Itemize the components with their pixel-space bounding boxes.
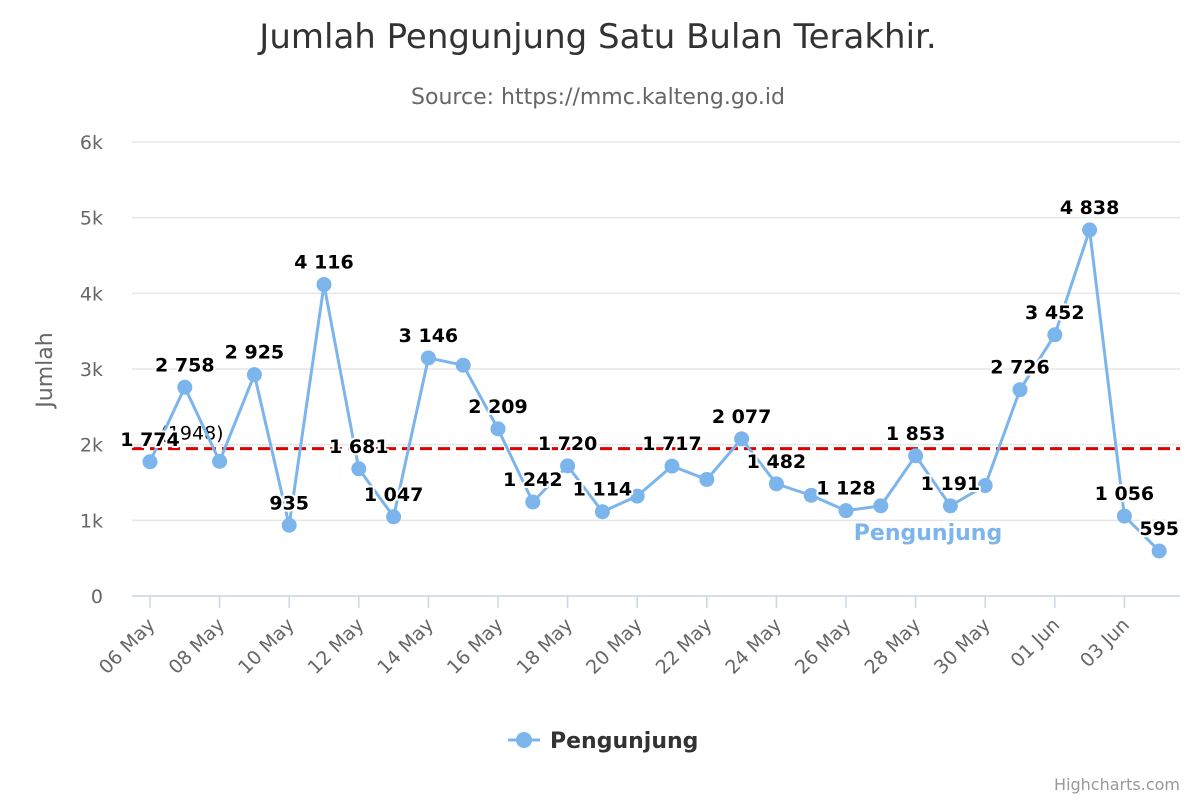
data-point — [177, 379, 193, 395]
legend-marker-icon — [516, 732, 532, 748]
y-axis-tick-labels: 0 1k 2k 3k 4k 5k 6k — [80, 132, 103, 608]
data-point — [455, 357, 471, 373]
chart-subtitle: Source: https://mmc.kalteng.go.id — [411, 85, 785, 110]
x-tick-label: 30 May — [930, 614, 995, 679]
x-tick-label: 08 May — [164, 614, 229, 679]
y-tick-label: 5k — [80, 208, 103, 230]
data-point — [1116, 508, 1132, 524]
series-pengunjung[interactable] — [142, 222, 1167, 559]
x-tick-label: 12 May — [304, 614, 369, 679]
data-label: 3 146 — [399, 325, 459, 347]
data-label: 1 681 — [329, 436, 389, 458]
data-label: 1 774 — [120, 429, 180, 451]
x-tick-label: 22 May — [652, 614, 717, 679]
data-label: 4 116 — [294, 252, 354, 274]
data-point — [281, 517, 297, 533]
data-label: 1 191 — [921, 473, 981, 495]
data-point — [351, 461, 367, 477]
x-tick-label: 14 May — [373, 614, 438, 679]
data-label: 2 209 — [468, 396, 528, 418]
y-axis-title: Jumlah — [33, 332, 58, 409]
data-point — [316, 277, 332, 293]
x-tick-label: 16 May — [443, 614, 508, 679]
data-point — [768, 476, 784, 492]
legend[interactable]: Pengunjung — [508, 729, 698, 754]
x-tick-label: 24 May — [721, 614, 786, 679]
data-point — [246, 367, 262, 383]
data-point — [908, 448, 924, 464]
data-label: 595 — [1139, 518, 1179, 540]
data-point — [699, 471, 715, 487]
data-point — [420, 350, 436, 366]
data-point — [560, 458, 576, 474]
data-label: 2 077 — [712, 406, 772, 428]
y-tick-label: 4k — [80, 283, 103, 305]
data-label: 1 853 — [886, 423, 946, 445]
grid-lines — [132, 141, 1180, 597]
x-tick-label: 26 May — [791, 614, 856, 679]
y-tick-label: 6k — [80, 132, 103, 154]
data-label: 2 925 — [225, 342, 285, 364]
data-label: 1 128 — [816, 478, 876, 500]
series-inline-label: Pengunjung — [854, 521, 1002, 546]
data-point — [803, 487, 819, 503]
data-labels: 1 774 2 758 2 925 935 4 116 1 681 1 047 3 146 2 … — [118, 195, 1181, 542]
data-label: 1 720 — [538, 433, 598, 455]
data-point — [1151, 543, 1167, 559]
data-point — [1047, 327, 1063, 343]
series-line — [148, 228, 1161, 553]
data-point — [734, 431, 750, 447]
data-point — [977, 478, 993, 494]
data-point — [386, 509, 402, 525]
data-label: 4 838 — [1060, 197, 1120, 219]
data-point — [942, 498, 958, 514]
legend-item-pengunjung[interactable]: Pengunjung — [550, 729, 698, 754]
data-point — [1082, 222, 1098, 238]
data-point — [838, 503, 854, 519]
y-tick-label: 2k — [80, 435, 103, 457]
data-point — [525, 494, 541, 510]
y-tick-label: 0 — [91, 586, 103, 608]
x-tick-label: 01 Jun — [1006, 614, 1064, 672]
x-tick-label: 06 May — [95, 614, 160, 679]
data-point — [490, 421, 506, 437]
x-tick-label: 10 May — [234, 614, 299, 679]
credits-link[interactable]: Highcharts.com — [1054, 775, 1180, 794]
data-point — [629, 488, 645, 504]
data-label: 3 452 — [1025, 302, 1085, 324]
y-tick-label: 1k — [80, 510, 103, 532]
x-tick-label: 28 May — [860, 614, 925, 679]
data-label: 1 242 — [503, 469, 563, 491]
y-tick-label: 3k — [80, 359, 103, 381]
x-axis: 06 May 08 May 10 May 12 May 14 May 16 May 18 M… — [95, 595, 1180, 679]
data-label: 1 717 — [642, 433, 702, 455]
data-point — [142, 454, 158, 470]
data-point — [1012, 382, 1028, 398]
data-point — [594, 504, 610, 520]
x-tick-label: 18 May — [512, 614, 577, 679]
data-label: 1 056 — [1095, 483, 1155, 505]
data-label: 935 — [269, 492, 309, 514]
data-label: 1 482 — [747, 451, 807, 473]
data-label: 2 758 — [155, 354, 215, 376]
data-point — [873, 498, 889, 514]
data-point — [212, 453, 228, 469]
data-label: 1 047 — [364, 484, 424, 506]
data-point — [664, 458, 680, 474]
data-label: 2 726 — [990, 357, 1050, 379]
data-label: 1 114 — [573, 479, 633, 501]
x-tick-label: 03 Jun — [1076, 614, 1134, 672]
chart-title: Jumlah Pengunjung Satu Bulan Terakhir. — [257, 17, 936, 57]
x-tick-label: 20 May — [582, 614, 647, 679]
